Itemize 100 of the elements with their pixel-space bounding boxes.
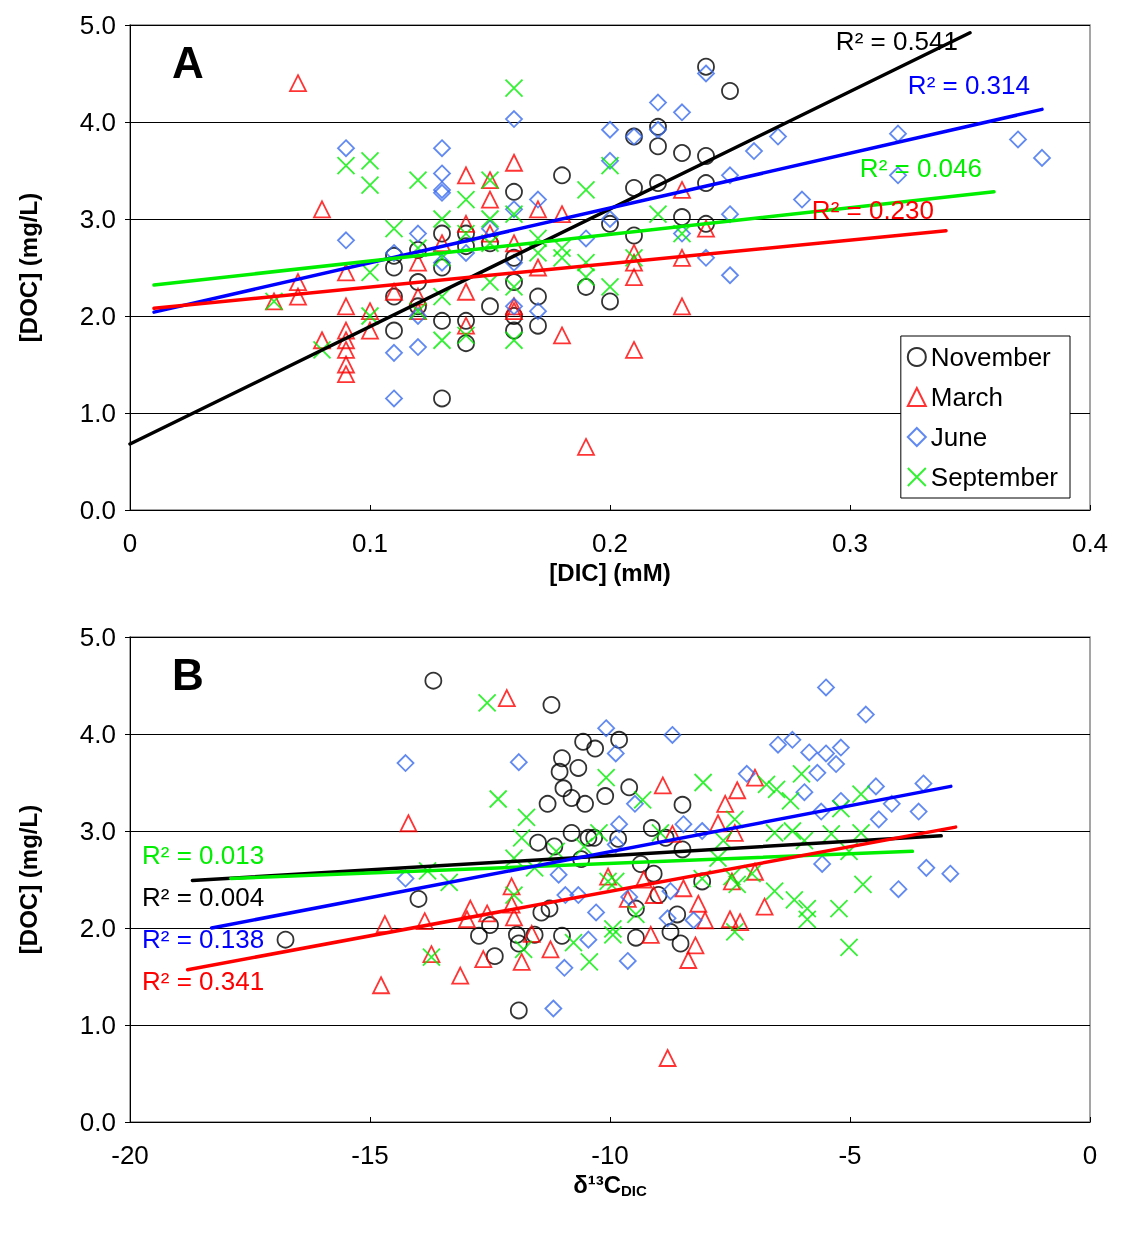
point <box>289 273 307 291</box>
point <box>529 833 547 852</box>
point <box>601 151 619 170</box>
point <box>673 248 691 267</box>
point <box>509 934 528 953</box>
point <box>574 837 594 856</box>
point <box>631 855 650 873</box>
point <box>673 103 691 122</box>
point <box>505 153 523 172</box>
point <box>433 311 451 330</box>
point <box>525 858 545 878</box>
point <box>663 825 682 843</box>
point <box>553 166 571 185</box>
point <box>746 768 764 787</box>
y-tick-label: 5.0 <box>79 622 116 652</box>
point <box>579 828 598 847</box>
point <box>658 909 677 928</box>
point <box>433 224 451 243</box>
point <box>693 822 712 840</box>
point <box>634 870 653 889</box>
point <box>385 321 403 340</box>
x-tick-label: 0.1 <box>351 528 389 558</box>
point <box>529 190 547 209</box>
point <box>289 74 307 93</box>
legend-label: November <box>930 342 1052 372</box>
point <box>361 302 379 321</box>
point <box>610 730 629 749</box>
point <box>433 164 451 183</box>
point <box>829 899 849 918</box>
point <box>697 64 715 83</box>
point <box>600 156 620 176</box>
point <box>856 705 875 724</box>
point <box>851 784 871 804</box>
point <box>424 671 443 690</box>
point <box>505 182 523 201</box>
point <box>396 754 415 772</box>
x-tick-label: 0 <box>1082 1140 1098 1170</box>
point <box>481 224 499 243</box>
point <box>783 821 802 841</box>
point <box>627 899 645 918</box>
point <box>649 174 667 193</box>
point <box>517 808 536 827</box>
point <box>641 925 660 944</box>
point <box>576 180 596 200</box>
point <box>545 837 564 856</box>
point <box>663 726 682 744</box>
point <box>509 753 528 772</box>
point <box>337 365 355 384</box>
point <box>642 819 661 837</box>
point <box>415 912 434 931</box>
point <box>553 926 571 945</box>
point <box>504 204 524 224</box>
point <box>769 127 787 146</box>
point <box>337 355 355 374</box>
point <box>504 78 524 98</box>
point <box>432 287 452 306</box>
point <box>721 910 739 929</box>
point <box>562 789 581 807</box>
point <box>1009 130 1027 149</box>
point <box>433 139 451 158</box>
point <box>481 297 499 316</box>
point <box>512 828 532 848</box>
point <box>673 144 691 162</box>
point <box>505 321 523 340</box>
point <box>653 776 672 795</box>
point <box>577 438 595 456</box>
point <box>372 976 390 995</box>
point <box>529 302 547 321</box>
point <box>399 814 418 833</box>
point <box>1033 148 1051 167</box>
point <box>757 775 776 794</box>
point <box>514 939 533 959</box>
point <box>625 226 643 245</box>
point <box>783 730 802 749</box>
point <box>542 696 561 714</box>
point <box>831 799 851 819</box>
point <box>553 205 571 224</box>
point <box>556 886 575 904</box>
point <box>839 938 859 957</box>
point <box>839 841 859 861</box>
point <box>480 209 500 229</box>
y-axis-title: [DOC] (mg/L) <box>14 192 42 343</box>
x-tick-label: -5 <box>838 1140 862 1170</box>
point <box>598 872 618 891</box>
point <box>457 244 475 262</box>
point <box>721 266 739 285</box>
point <box>458 910 476 929</box>
point <box>745 142 763 160</box>
point <box>606 872 626 891</box>
point <box>673 181 691 199</box>
point <box>697 57 715 76</box>
point <box>385 287 403 306</box>
point <box>795 831 814 851</box>
point <box>504 277 524 297</box>
point <box>289 287 307 306</box>
legend-label: March <box>930 382 1004 412</box>
point <box>579 930 598 949</box>
point <box>361 321 379 340</box>
point <box>485 947 504 966</box>
point <box>625 253 643 272</box>
